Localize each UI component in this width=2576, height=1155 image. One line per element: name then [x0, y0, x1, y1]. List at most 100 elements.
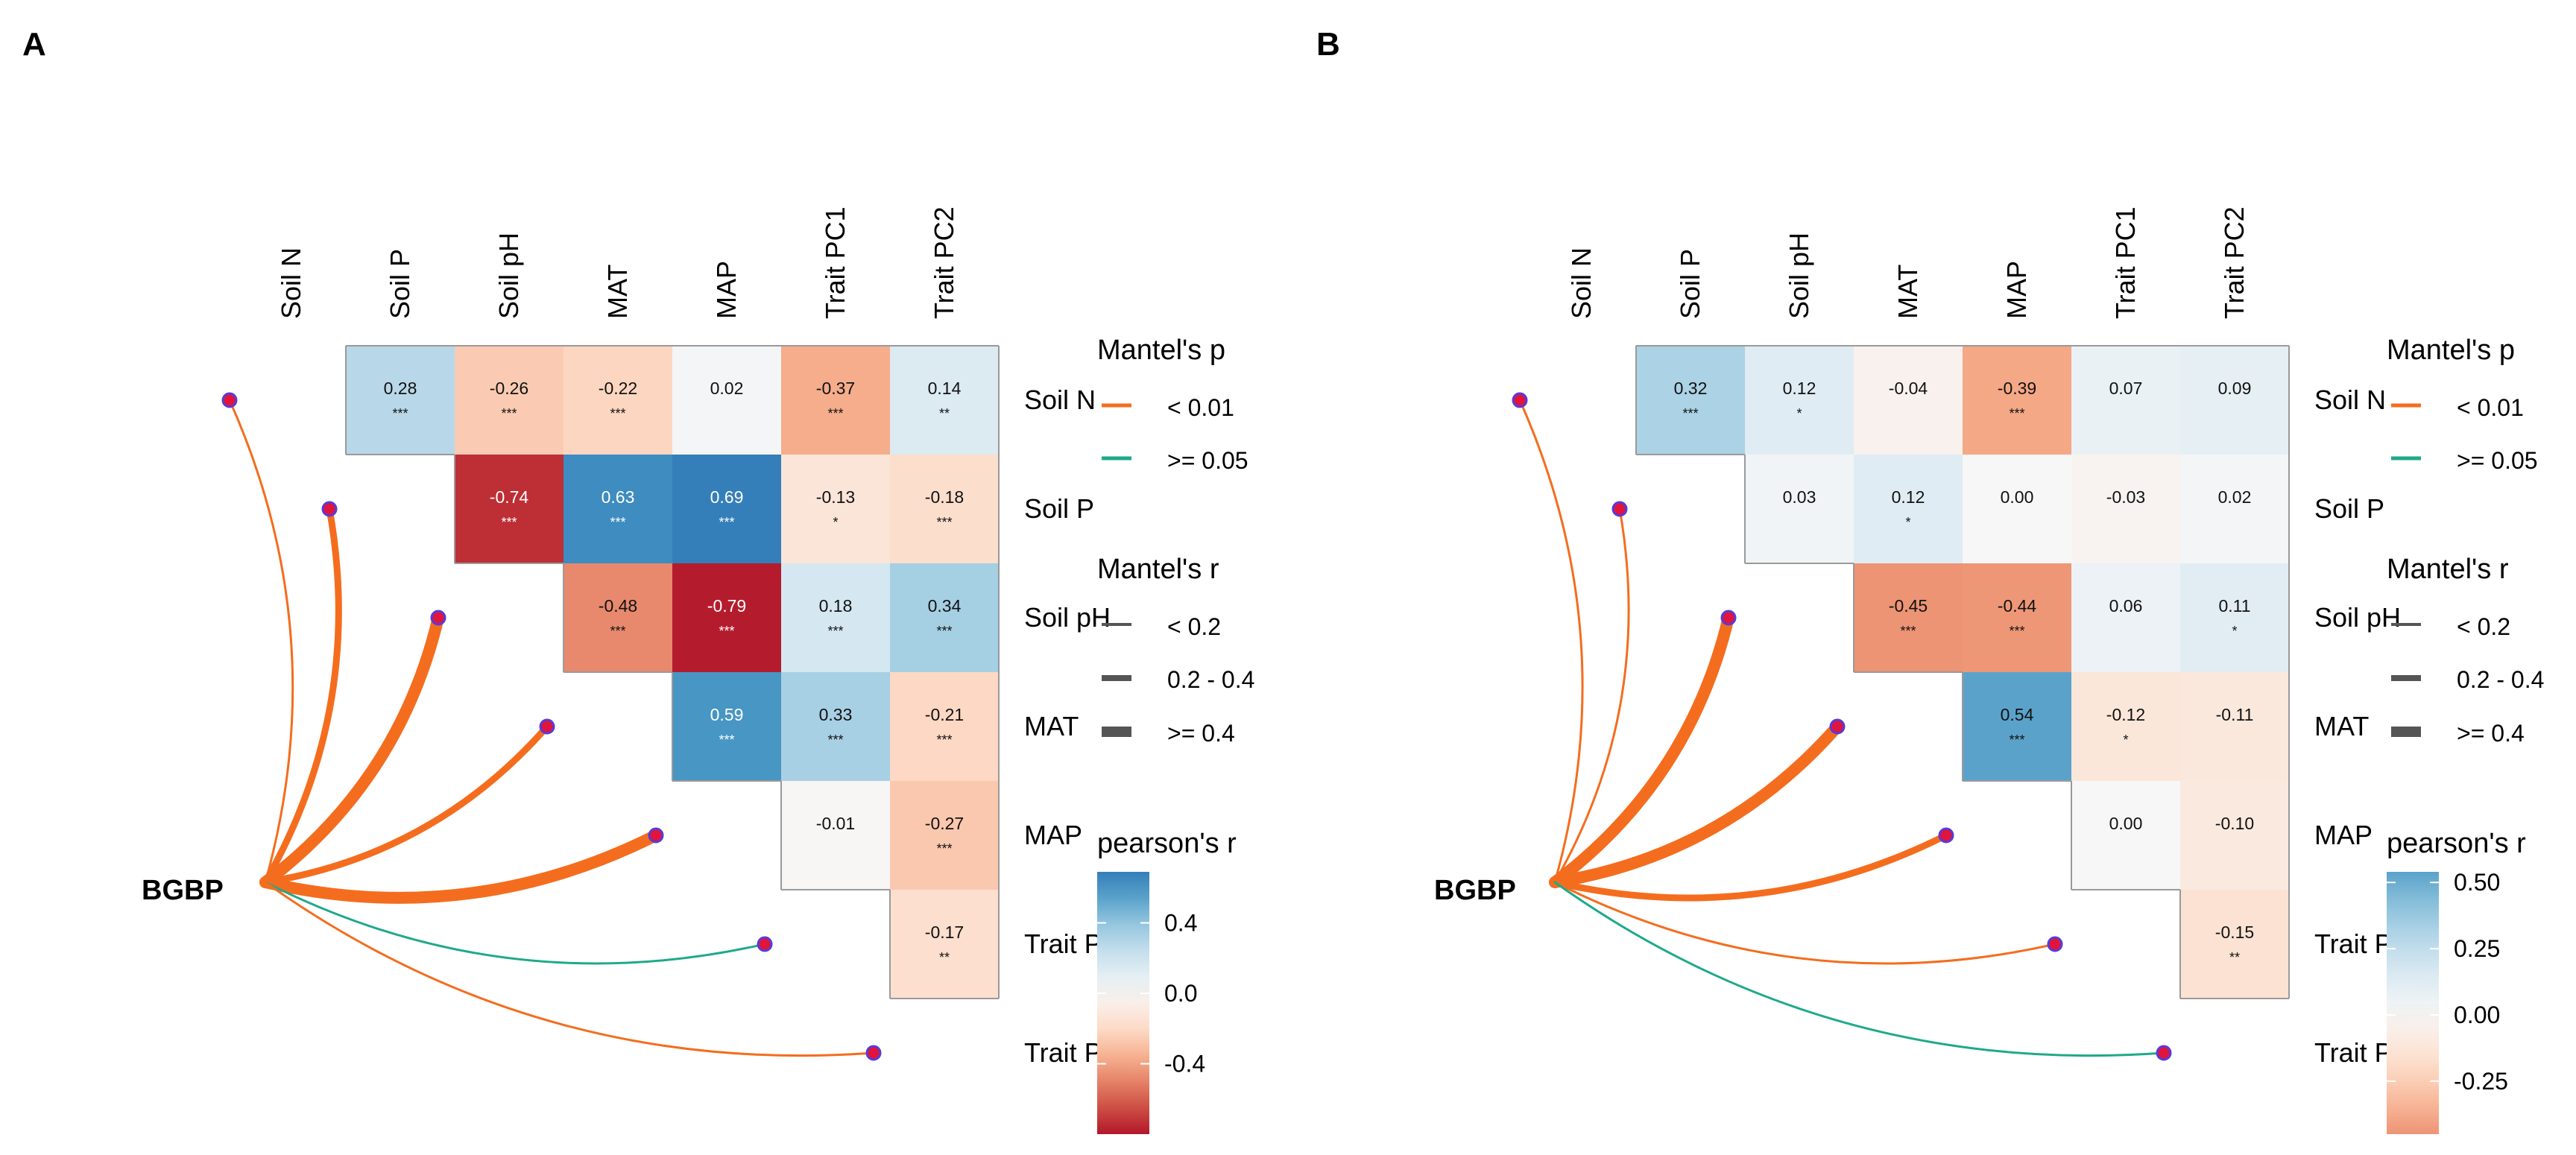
column-label: Soil N [1566, 247, 1597, 319]
cell-value-label: 0.09 [2218, 379, 2252, 398]
cell-value-label: 0.06 [2109, 596, 2143, 616]
cell-significance-label: *** [501, 515, 517, 530]
heatmap-cell [1854, 455, 1963, 563]
panel-a: A 0.28***-0.26***-0.22***0.02 -0.37***0.1… [22, 26, 1254, 1134]
cell-significance-label: *** [936, 732, 952, 747]
cell-value-label: -0.79 [707, 596, 746, 616]
cell-value-label: 0.12 [1783, 379, 1816, 398]
r-item-label: >= 0.4 [1167, 720, 1235, 747]
mantel-link [1553, 881, 2056, 965]
cell-significance-label: *** [2009, 624, 2024, 639]
heatmap-cell [564, 346, 672, 455]
heatmap-cell [890, 672, 999, 781]
colorbar-title: pearson's r [2387, 828, 2526, 859]
heatmap-cell [1854, 346, 1963, 455]
variable-node [221, 392, 238, 408]
r-item-label: >= 0.4 [2457, 720, 2525, 747]
colorbar-tick-label: 0.0 [1164, 980, 1197, 1007]
cell-significance-label: *** [719, 515, 734, 530]
cell-value-label: 0.00 [2001, 487, 2034, 507]
cell-value-label: -0.01 [816, 814, 855, 833]
cell-value-label: 0.32 [1674, 379, 1708, 398]
cell-value-label: 0.63 [602, 487, 635, 507]
cell-significance-label: * [2232, 624, 2237, 639]
r-item-label: 0.2 - 0.4 [2457, 666, 2544, 693]
column-label: Soil P [385, 249, 415, 319]
heatmap-cell [2071, 455, 2180, 563]
link-nodes [1512, 392, 2172, 1061]
variable-node [2156, 1045, 2172, 1061]
cell-significance-label: *** [719, 732, 734, 747]
cell-significance-label: *** [610, 515, 625, 530]
heatmap-cell [455, 346, 564, 455]
heatmap-cell [455, 455, 564, 563]
variable-node [865, 1045, 882, 1061]
cell-value-label: -0.74 [490, 487, 529, 507]
cell-significance-label: *** [2009, 732, 2024, 747]
legend: Mantel's p < 0.01 >= 0.05 Mantel's r < 0… [2387, 335, 2544, 1134]
cell-value-label: 0.14 [928, 379, 962, 398]
r-item-label: < 0.2 [1167, 613, 1221, 640]
heatmap-cell [890, 455, 999, 563]
cell-value-label: -0.12 [2106, 705, 2145, 724]
heatmap-cell [781, 563, 890, 672]
column-label: Soil pH [493, 232, 524, 319]
cell-value-label: -0.13 [816, 487, 855, 507]
colorbar-tick-label: -0.4 [1164, 1051, 1205, 1078]
heatmap-cell [1636, 346, 1745, 455]
cell-significance-label: *** [610, 624, 625, 639]
row-label: Soil pH [1024, 602, 1111, 633]
heatmap-cell [564, 563, 672, 672]
column-label: Trait PC2 [2219, 206, 2250, 319]
heatmap-cell [781, 455, 890, 563]
cell-significance-label: *** [610, 406, 625, 421]
colorbar-tick-label: 0.25 [2454, 935, 2500, 962]
heatmap-cell [2180, 563, 2289, 672]
column-label: Soil N [276, 247, 306, 319]
cell-significance-label: * [1905, 515, 1910, 530]
row-label: Soil pH [2314, 602, 2401, 633]
cell-value-label: -0.22 [599, 379, 637, 398]
cell-significance-label: * [2123, 732, 2128, 747]
cell-significance-label: * [1796, 406, 1802, 421]
variable-node [1829, 718, 1846, 735]
cell-value-label: 0.34 [928, 596, 962, 616]
variable-node [2047, 936, 2063, 952]
cell-significance-label: *** [1900, 624, 1916, 639]
heatmap-cell [2071, 781, 2180, 890]
cell-value-label: -0.39 [1998, 379, 2036, 398]
column-label: MAP [711, 261, 742, 319]
cell-value-label: 0.07 [2109, 379, 2143, 398]
cell-significance-label: *** [936, 841, 952, 856]
heatmap-cell [1745, 455, 1854, 563]
cell-significance-label: ** [939, 950, 950, 965]
cell-value-label: 0.54 [2001, 705, 2034, 724]
variable-node [1611, 501, 1628, 517]
row-label: Soil P [1024, 493, 1094, 524]
column-label: Trait PC2 [929, 206, 959, 319]
mantel-link [262, 505, 342, 886]
heatmap-cell [1963, 563, 2071, 672]
colorbar-tick-label: 0.4 [1164, 910, 1197, 937]
heatmap-cell [564, 455, 672, 563]
panel-label: B [1316, 26, 1340, 63]
cell-value-label: -0.48 [599, 596, 637, 616]
heatmap-cells: 0.28***-0.26***-0.22***0.02 -0.37***0.14*… [345, 345, 1000, 999]
mantel-p-title: Mantel's p [2387, 335, 2515, 366]
heatmap-cell [1963, 455, 2071, 563]
cell-value-label: 0.59 [710, 705, 744, 724]
variable-node [1938, 827, 1954, 844]
cell-value-label: -0.17 [925, 923, 964, 942]
cell-value-label: 0.02 [710, 379, 744, 398]
heatmap-cell [781, 672, 890, 781]
column-label: Trait PC1 [2110, 206, 2141, 319]
mantel-link [259, 612, 444, 888]
row-label: MAP [2314, 820, 2373, 850]
row-label: MAT [2314, 711, 2369, 741]
row-label: MAP [1024, 820, 1082, 850]
cell-significance-label: *** [2009, 406, 2024, 421]
row-label: Soil N [1024, 385, 1096, 415]
colorbar [2387, 872, 2439, 1134]
cell-value-label: -0.11 [2216, 705, 2254, 724]
